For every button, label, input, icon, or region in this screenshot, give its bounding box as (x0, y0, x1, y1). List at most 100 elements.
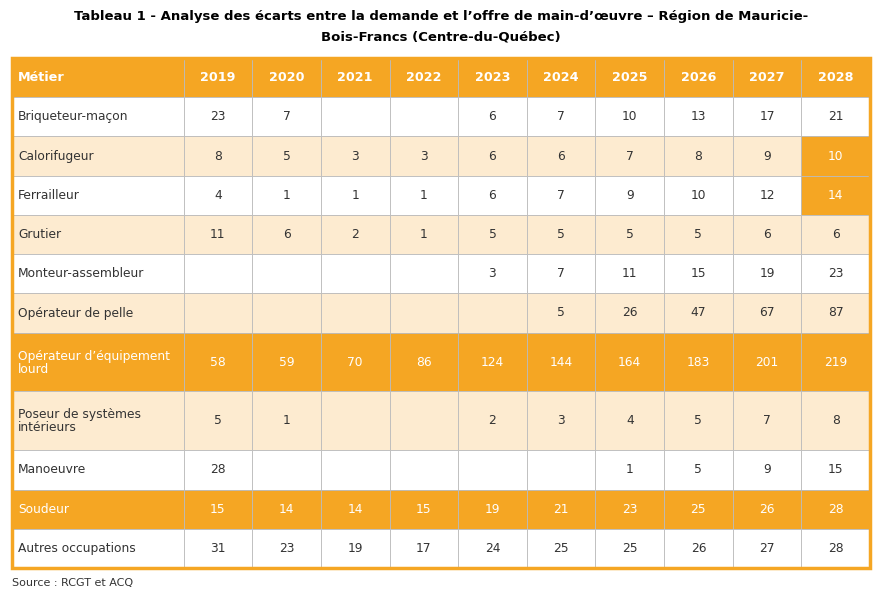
Text: 14: 14 (348, 502, 363, 516)
Bar (595, 58, 664, 97)
Bar (733, 58, 802, 97)
Bar (183, 176, 252, 215)
Text: 25: 25 (691, 502, 706, 516)
Bar (183, 58, 252, 97)
Bar (802, 254, 870, 293)
Text: 26: 26 (759, 502, 774, 516)
Text: 8: 8 (214, 150, 222, 163)
Bar (183, 333, 252, 392)
Text: 5: 5 (214, 414, 222, 427)
Text: 15: 15 (210, 502, 226, 516)
Text: 1: 1 (420, 189, 428, 202)
Text: 17: 17 (416, 542, 431, 555)
Bar (183, 392, 252, 451)
Bar (527, 176, 595, 215)
Bar (321, 176, 390, 215)
Text: 6: 6 (283, 228, 290, 241)
Bar (733, 529, 802, 568)
Bar (733, 254, 802, 293)
Text: 47: 47 (691, 306, 706, 319)
Text: lourd: lourd (18, 362, 49, 375)
Text: 27: 27 (759, 542, 774, 555)
Text: 28: 28 (828, 542, 843, 555)
Text: 2025: 2025 (612, 71, 647, 84)
Text: 5: 5 (489, 228, 497, 241)
Text: 26: 26 (691, 542, 706, 555)
Text: 9: 9 (763, 150, 771, 163)
Bar (595, 451, 664, 489)
Text: 10: 10 (622, 110, 638, 123)
Text: Calorifugeur: Calorifugeur (18, 150, 93, 163)
Bar (321, 392, 390, 451)
Text: 1: 1 (420, 228, 428, 241)
Bar (664, 529, 733, 568)
Text: 6: 6 (489, 110, 497, 123)
Text: 21: 21 (553, 502, 569, 516)
Text: 24: 24 (485, 542, 500, 555)
Bar (595, 392, 664, 451)
Bar (390, 489, 458, 529)
Bar (12, 529, 183, 568)
Text: 7: 7 (557, 110, 565, 123)
Bar (252, 489, 321, 529)
Bar (321, 58, 390, 97)
Bar (802, 97, 870, 136)
Bar (390, 333, 458, 392)
Text: 19: 19 (759, 267, 774, 280)
Text: Manoeuvre: Manoeuvre (18, 464, 86, 476)
Text: Monteur-assembleur: Monteur-assembleur (18, 267, 145, 280)
Bar (252, 529, 321, 568)
Bar (183, 254, 252, 293)
Text: 12: 12 (759, 189, 774, 202)
Text: 11: 11 (622, 267, 638, 280)
Bar (527, 136, 595, 176)
Bar (183, 293, 252, 333)
Text: 25: 25 (622, 542, 638, 555)
Text: 5: 5 (626, 228, 633, 241)
Text: 1: 1 (626, 464, 633, 476)
Bar (390, 97, 458, 136)
Bar (183, 136, 252, 176)
Text: 15: 15 (691, 267, 706, 280)
Bar (733, 489, 802, 529)
Bar (321, 136, 390, 176)
Bar (183, 215, 252, 254)
Text: 7: 7 (763, 414, 771, 427)
Bar (183, 97, 252, 136)
Text: Grutier: Grutier (18, 228, 61, 241)
Bar (458, 489, 527, 529)
Text: 58: 58 (210, 356, 226, 368)
Bar (595, 293, 664, 333)
Bar (527, 215, 595, 254)
Text: 4: 4 (214, 189, 221, 202)
Bar (390, 529, 458, 568)
Bar (733, 451, 802, 489)
Bar (390, 215, 458, 254)
Text: 6: 6 (489, 189, 497, 202)
Text: 2021: 2021 (338, 71, 373, 84)
Text: 28: 28 (210, 464, 226, 476)
Bar (12, 136, 183, 176)
Text: 3: 3 (557, 414, 565, 427)
Text: 26: 26 (622, 306, 638, 319)
Bar (12, 293, 183, 333)
Bar (802, 293, 870, 333)
Bar (595, 215, 664, 254)
Bar (595, 489, 664, 529)
Bar (321, 489, 390, 529)
Bar (595, 176, 664, 215)
Bar (527, 529, 595, 568)
Text: 2022: 2022 (406, 71, 442, 84)
Bar (733, 136, 802, 176)
Text: 5: 5 (694, 414, 702, 427)
Text: Poseur de systèmes: Poseur de systèmes (18, 408, 141, 421)
Text: 23: 23 (279, 542, 295, 555)
Bar (12, 254, 183, 293)
Text: 2027: 2027 (750, 71, 785, 84)
Bar (527, 97, 595, 136)
Text: 5: 5 (557, 306, 565, 319)
Bar (802, 136, 870, 176)
Bar (527, 451, 595, 489)
Bar (664, 58, 733, 97)
Text: 144: 144 (549, 356, 572, 368)
